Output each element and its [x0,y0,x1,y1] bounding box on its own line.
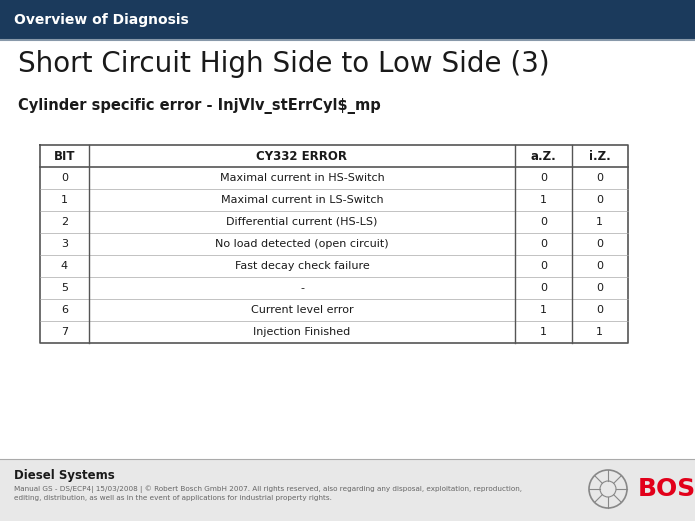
Text: Diesel Systems: Diesel Systems [14,469,115,482]
Text: 0: 0 [540,283,547,293]
Text: 0: 0 [61,173,68,183]
Text: CY332 ERROR: CY332 ERROR [256,150,348,163]
Text: 0: 0 [540,261,547,271]
Text: 0: 0 [540,217,547,227]
Text: 0: 0 [540,173,547,183]
Text: 1: 1 [61,195,68,205]
Text: 4: 4 [61,261,68,271]
Text: 1: 1 [596,327,603,337]
Text: 0: 0 [596,239,603,249]
Bar [40,145,628,343]
Text: i.Z.: i.Z. [589,150,611,163]
Text: Overview of Diagnosis: Overview of Diagnosis [14,13,189,27]
Text: Injection Finished: Injection Finished [254,327,350,337]
Text: Maximal current in HS-Switch: Maximal current in HS-Switch [220,173,384,183]
Text: a.Z.: a.Z. [530,150,556,163]
Text: Current level error: Current level error [251,305,353,315]
Text: 3: 3 [61,239,68,249]
Text: 1: 1 [540,305,547,315]
Text: 1: 1 [540,195,547,205]
Text: Cylinder specific error - InjVlv_stErrCyl$_mp: Cylinder specific error - InjVlv_stErrCy… [18,98,381,114]
Text: Maximal current in LS-Switch: Maximal current in LS-Switch [220,195,383,205]
Text: 0: 0 [596,305,603,315]
Bar [0,459,695,521]
Text: 0: 0 [540,239,547,249]
Text: 1: 1 [596,217,603,227]
Text: No load detected (open circuit): No load detected (open circuit) [215,239,389,249]
Text: 2: 2 [61,217,68,227]
Text: Fast decay check failure: Fast decay check failure [235,261,369,271]
Text: 5: 5 [61,283,68,293]
Text: 6: 6 [61,305,68,315]
Text: BIT: BIT [54,150,75,163]
Text: Differential current (HS-LS): Differential current (HS-LS) [227,217,377,227]
Text: BOSCH: BOSCH [638,477,695,501]
Text: Manual GS - DS/ECP4| 15/03/2008 | © Robert Bosch GmbH 2007. All rights reserved,: Manual GS - DS/ECP4| 15/03/2008 | © Robe… [14,485,522,501]
Text: 7: 7 [61,327,68,337]
Text: 0: 0 [596,173,603,183]
Text: -: - [300,283,304,293]
Text: Short Circuit High Side to Low Side (3): Short Circuit High Side to Low Side (3) [18,50,550,78]
Bar [0,0,695,40]
Text: 0: 0 [596,195,603,205]
Text: 0: 0 [596,261,603,271]
Text: 0: 0 [596,283,603,293]
Text: 1: 1 [540,327,547,337]
